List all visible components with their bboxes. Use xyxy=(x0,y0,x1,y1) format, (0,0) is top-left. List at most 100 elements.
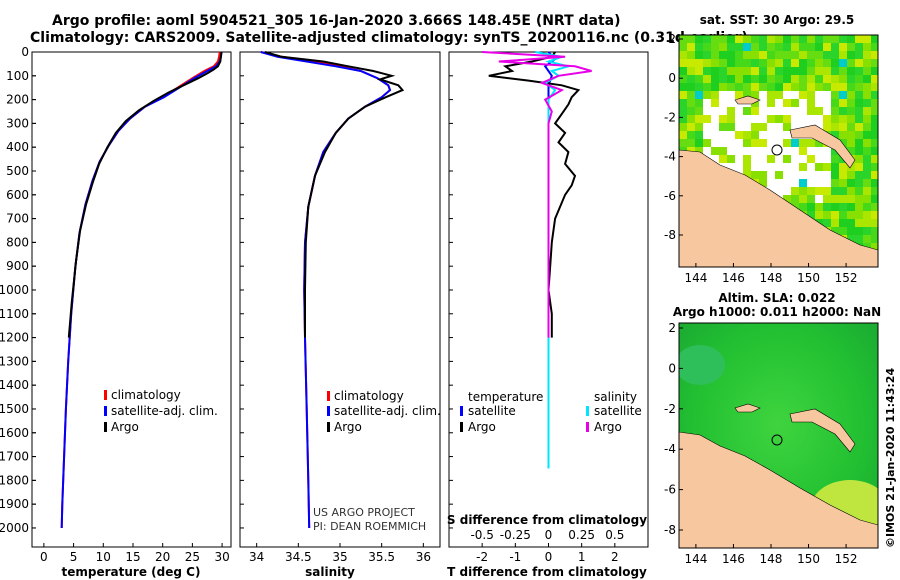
x-tick-label: 0 xyxy=(40,550,48,564)
sst-pixel xyxy=(855,51,863,59)
sst-pixel xyxy=(847,115,855,123)
sst-pixel xyxy=(695,147,703,155)
sst-pixel xyxy=(807,67,815,75)
sst-pixel xyxy=(695,91,703,99)
sst-pixel xyxy=(719,59,727,67)
sst-pixel xyxy=(807,187,815,195)
sst-pixel xyxy=(775,115,783,123)
sst-pixel xyxy=(847,211,855,219)
sst-pixel xyxy=(831,171,839,179)
legend-marker-climatology xyxy=(327,391,330,401)
sst-pixel xyxy=(863,91,871,99)
sst-pixel xyxy=(815,83,823,91)
sst-pixel xyxy=(767,83,775,91)
sst-pixel xyxy=(679,43,687,51)
sst-pixel xyxy=(855,147,863,155)
sst-pixel xyxy=(719,139,727,147)
sst-pixel xyxy=(727,99,735,107)
sst-pixel xyxy=(823,115,831,123)
sst-pixel xyxy=(743,163,751,171)
sst-pixel xyxy=(815,67,823,75)
depth-tick-label: 1400 xyxy=(0,378,29,392)
sst-pixel xyxy=(847,227,855,235)
sst-pixel xyxy=(791,179,799,187)
sst-pixel xyxy=(831,35,839,43)
sst-pixel xyxy=(727,115,735,123)
sst-pixel xyxy=(847,67,855,75)
sst-pixel xyxy=(855,99,863,107)
sst-pixel xyxy=(839,67,847,75)
sst-pixel xyxy=(703,123,711,131)
sst-pixel xyxy=(759,51,767,59)
sst-pixel xyxy=(711,123,719,131)
sst-pixel xyxy=(703,139,711,147)
sst-pixel xyxy=(751,75,759,83)
sst-pixel xyxy=(871,219,878,227)
lon-tick-label: 148 xyxy=(760,552,783,566)
sst-pixel xyxy=(767,147,775,155)
sst-pixel xyxy=(783,187,791,195)
sst-pixel xyxy=(775,43,783,51)
sst-pixel xyxy=(783,147,791,155)
sst-pixel xyxy=(807,163,815,171)
sst-pixel xyxy=(679,139,687,147)
sst-pixel xyxy=(791,107,799,115)
depth-tick-label: 1100 xyxy=(0,307,29,321)
sst-pixel xyxy=(775,187,783,195)
sst-pixel xyxy=(839,139,847,147)
sst-pixel xyxy=(855,115,863,123)
sst-pixel xyxy=(783,163,791,171)
sst-pixel xyxy=(863,99,871,107)
sst-pixel xyxy=(743,107,751,115)
depth-tick-label: 100 xyxy=(6,69,29,83)
sla-land-new-guinea xyxy=(679,431,878,548)
sst-pixel xyxy=(695,83,703,91)
sst-pixel xyxy=(871,155,878,163)
sst-pixel xyxy=(735,35,743,43)
difference-legend: temperature satellite Argo salinity sate… xyxy=(460,390,642,434)
sst-pixel xyxy=(735,131,743,139)
legend-label-s-argo: Argo xyxy=(594,420,622,434)
sst-pixel xyxy=(775,59,783,67)
lat-tick-label: 2 xyxy=(668,321,676,335)
sst-pixel xyxy=(839,123,847,131)
sst-pixel xyxy=(799,59,807,67)
sst-map-frame xyxy=(678,34,879,268)
sst-pixel xyxy=(767,67,775,75)
lon-tick-label: 148 xyxy=(760,271,783,285)
sst-pixel xyxy=(783,51,791,59)
sst-pixel xyxy=(847,43,855,51)
sst-pixel xyxy=(831,203,839,211)
sst-pixel xyxy=(807,91,815,99)
sst-pixel xyxy=(871,243,878,251)
sst-pixel xyxy=(823,51,831,59)
sst-pixel xyxy=(727,147,735,155)
x-tick-label: 30 xyxy=(214,550,229,564)
sst-pixel xyxy=(863,211,871,219)
s-difference-label: S difference from climatology xyxy=(447,513,647,527)
temperature-xlabel: temperature (deg C) xyxy=(62,565,201,579)
lat-tick-label: -6 xyxy=(664,483,676,497)
sst-pixel xyxy=(839,35,847,43)
sst-pixel xyxy=(687,99,695,107)
sst-pixel xyxy=(735,43,743,51)
sst-pixel xyxy=(735,115,743,123)
sst-pixel xyxy=(719,35,727,43)
sst-pixel xyxy=(719,155,727,163)
sst-pixel xyxy=(815,35,823,43)
sst-pixel xyxy=(863,171,871,179)
sst-pixel xyxy=(839,187,847,195)
sst-pixel xyxy=(695,43,703,51)
sst-pixel xyxy=(687,75,695,83)
sst-pixel xyxy=(863,59,871,67)
sst-pixel xyxy=(687,51,695,59)
sst-pixel xyxy=(855,235,863,243)
sst-pixel xyxy=(871,147,878,155)
sst-pixel xyxy=(719,51,727,59)
sst-pixel xyxy=(847,187,855,195)
sst-pixel xyxy=(783,59,791,67)
sst-pixel xyxy=(807,83,815,91)
sst-pixel xyxy=(695,99,703,107)
sst-pixel xyxy=(871,59,878,67)
sst-pixel xyxy=(799,179,807,187)
